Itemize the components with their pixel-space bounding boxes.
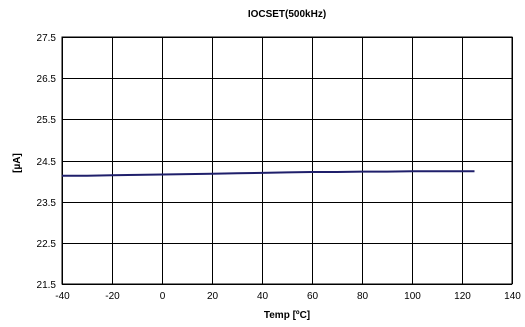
- series-line: [62, 170, 475, 177]
- x-tick-label: 140: [504, 291, 521, 302]
- y-tick-label: 24.5: [37, 157, 57, 168]
- plot-frame: [61, 36, 513, 285]
- x-tick-label: 60: [307, 291, 319, 302]
- y-tick-label: 21.5: [37, 280, 57, 291]
- y-tick-label: 23.5: [37, 198, 57, 209]
- x-tick-label: -20: [105, 291, 120, 302]
- y-tick-label: 22.5: [37, 239, 57, 250]
- x-tick-label: 40: [257, 291, 269, 302]
- x-tick-label: 20: [207, 291, 219, 302]
- y-tick-label: 25.5: [37, 115, 57, 126]
- y-tick-label: 27.5: [37, 33, 57, 44]
- x-tick-label: 80: [357, 291, 369, 302]
- series-layer: [62, 170, 475, 177]
- x-tick-label: 120: [454, 291, 471, 302]
- x-tick-label: 0: [160, 291, 166, 302]
- x-axis-label: Temp [ºC]: [264, 310, 310, 321]
- x-tick-label: -40: [55, 291, 70, 302]
- y-tick-label: 26.5: [37, 74, 57, 85]
- chart-title: IOCSET(500kHz): [248, 9, 326, 20]
- grid: [62, 37, 513, 285]
- x-tick-label: 100: [404, 291, 421, 302]
- tick-labels: -40 -20 0 20 40 60 80 100 120 140 21.5 22.5 23.5 24.5…: [37, 33, 522, 302]
- y-axis-label: [µA]: [12, 153, 23, 173]
